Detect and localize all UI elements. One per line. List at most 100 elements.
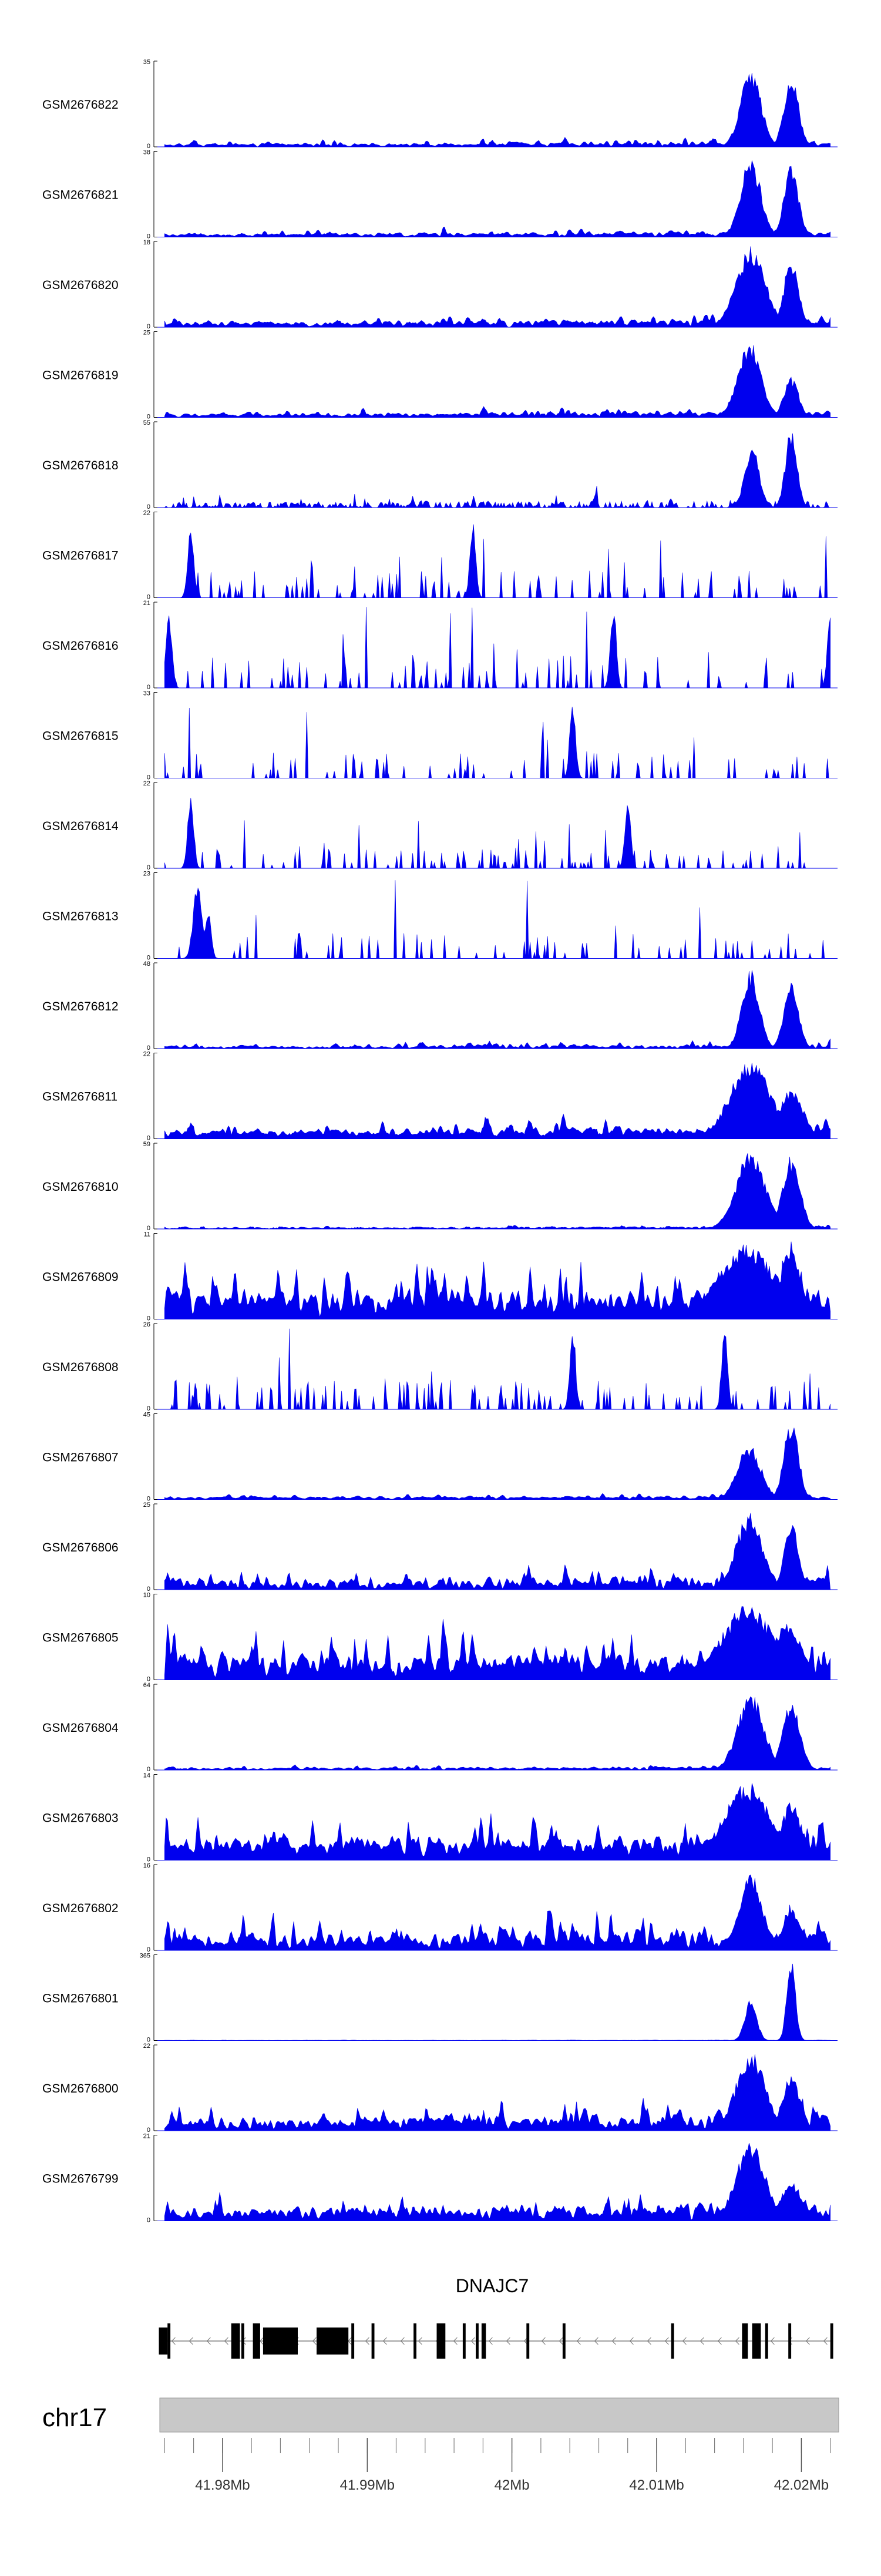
track-GSM2676820: GSM2676820 18 0	[42, 239, 838, 330]
track-ymin-label: 0	[147, 1586, 150, 1593]
track-GSM2676805: GSM2676805 10 0	[42, 1592, 838, 1683]
track-GSM2676814: GSM2676814 22 0	[42, 780, 838, 871]
track-ymax-label: 11	[144, 1231, 150, 1238]
track-ymax-label: 22	[143, 2043, 150, 2050]
strand-arrow	[717, 2337, 722, 2345]
gene-exon	[462, 2323, 466, 2359]
track-GSM2676811: GSM2676811 22 0	[42, 1051, 838, 1142]
track-ymax-label: 48	[143, 960, 150, 968]
axis-tick-label: 42.01Mb	[629, 2477, 684, 2493]
track-label: GSM2676820	[42, 278, 119, 292]
track-ymin-label: 0	[147, 2217, 150, 2224]
track-signal-area	[164, 246, 830, 328]
strand-arrow	[576, 2337, 581, 2345]
chromosome-label: chr17	[42, 2403, 107, 2432]
track-signal-area	[164, 880, 830, 959]
track-ymax-label: 26	[143, 1321, 150, 1328]
strand-arrow	[365, 2337, 369, 2345]
track-signal-area	[164, 1153, 830, 1230]
track-signal-area	[164, 433, 830, 508]
track-label: GSM2676806	[42, 1541, 119, 1554]
track-ymin-label: 0	[147, 414, 150, 421]
track-ymax-label: 45	[143, 1412, 150, 1419]
track-ymin-label: 0	[147, 2127, 150, 2134]
axis-tick-label: 42.02Mb	[774, 2477, 829, 2493]
signal-tracks: GSM2676822350GSM2676821380GSM2676820180G…	[42, 59, 838, 2224]
track-label: GSM2676805	[42, 1631, 119, 1645]
chromosome-band	[159, 2397, 839, 2433]
track-signal-area	[164, 607, 830, 688]
track-ymin-label: 0	[147, 1766, 150, 1773]
strand-arrow	[647, 2337, 651, 2345]
strand-arrow	[312, 2337, 317, 2345]
track-signal-area	[164, 798, 830, 869]
track-GSM2676819: GSM2676819 25 0	[42, 330, 838, 421]
track-GSM2676816: GSM2676816 21 0	[42, 600, 838, 691]
track-signal-area	[164, 970, 830, 1049]
gene-exon	[231, 2323, 240, 2359]
track-signal-area	[164, 524, 830, 598]
track-ymax-label: 16	[143, 1862, 150, 1869]
track-label: GSM2676802	[42, 1902, 119, 1915]
track-label: GSM2676804	[42, 1721, 119, 1735]
strand-arrow	[629, 2337, 634, 2345]
gene-exon	[413, 2323, 416, 2359]
strand-arrow	[559, 2337, 563, 2345]
track-ymin-label: 0	[147, 955, 150, 962]
track-label: GSM2676807	[42, 1451, 119, 1465]
track-ymax-label: 14	[143, 1772, 150, 1779]
track-ymin-label: 0	[147, 1856, 150, 1863]
strand-arrow	[594, 2337, 598, 2345]
track-label: GSM2676814	[42, 820, 119, 833]
track-ymin-label: 0	[147, 503, 150, 511]
track-ymax-label: 22	[143, 780, 150, 787]
track-ymax-label: 25	[143, 330, 150, 337]
gene-name-label: DNAJC7	[456, 2275, 529, 2296]
track-signal-area	[164, 1063, 830, 1139]
gene-exon	[167, 2323, 171, 2359]
track-GSM2676802: GSM2676802 16 0	[42, 1862, 838, 1953]
strand-arrow	[735, 2337, 739, 2345]
track-signal-area	[164, 1963, 830, 2041]
gene-exon	[671, 2323, 674, 2359]
track-ymin-label: 0	[147, 1946, 150, 1953]
genome-axis: 41.98Mb 41.99Mb 42Mb 42.01Mb 42.02Mb	[164, 2438, 831, 2493]
gene-exon	[263, 2328, 298, 2355]
track-ymax-label: 64	[143, 1682, 150, 1689]
strand-arrow	[541, 2337, 546, 2345]
track-GSM2676804: GSM2676804 64 0	[42, 1682, 838, 1773]
track-label: GSM2676819	[42, 369, 119, 382]
track-label: GSM2676801	[42, 1992, 119, 2006]
track-ymax-label: 23	[143, 871, 150, 878]
gene-exon	[476, 2323, 479, 2359]
strand-arrow	[770, 2337, 775, 2345]
gene-exon	[765, 2323, 768, 2359]
track-label: GSM2676812	[42, 1000, 119, 1013]
gene-exon	[253, 2323, 260, 2359]
track-ymax-label: 21	[143, 2133, 150, 2140]
track-ymax-label: 33	[143, 690, 150, 697]
track-label: GSM2676799	[42, 2172, 119, 2186]
track-GSM2676799: GSM2676799 21 0	[42, 2133, 838, 2224]
strand-arrow	[823, 2337, 828, 2345]
strand-arrow	[206, 2337, 211, 2345]
track-GSM2676821: GSM2676821 38 0	[42, 149, 838, 240]
track-ymax-label: 22	[143, 510, 150, 517]
track-ymax-label: 59	[143, 1141, 150, 1148]
track-ymin-label: 0	[147, 1315, 150, 1322]
gene-exon	[562, 2323, 566, 2359]
track-signal-area	[164, 1696, 830, 1771]
strand-arrow	[189, 2337, 193, 2345]
track-GSM2676812: GSM2676812 48 0	[42, 960, 838, 1052]
gene-exon	[830, 2323, 833, 2359]
track-GSM2676822: GSM2676822 35 0	[42, 59, 838, 150]
strand-arrow	[488, 2337, 493, 2345]
strand-arrow	[611, 2337, 616, 2345]
track-ymin-label: 0	[147, 2037, 150, 2044]
track-ymin-label: 0	[147, 233, 150, 240]
track-ymax-label: 365	[140, 1953, 150, 1960]
track-ymin-label: 0	[147, 143, 150, 150]
track-GSM2676803: GSM2676803 14 0	[42, 1772, 838, 1863]
strand-arrow	[506, 2337, 510, 2345]
